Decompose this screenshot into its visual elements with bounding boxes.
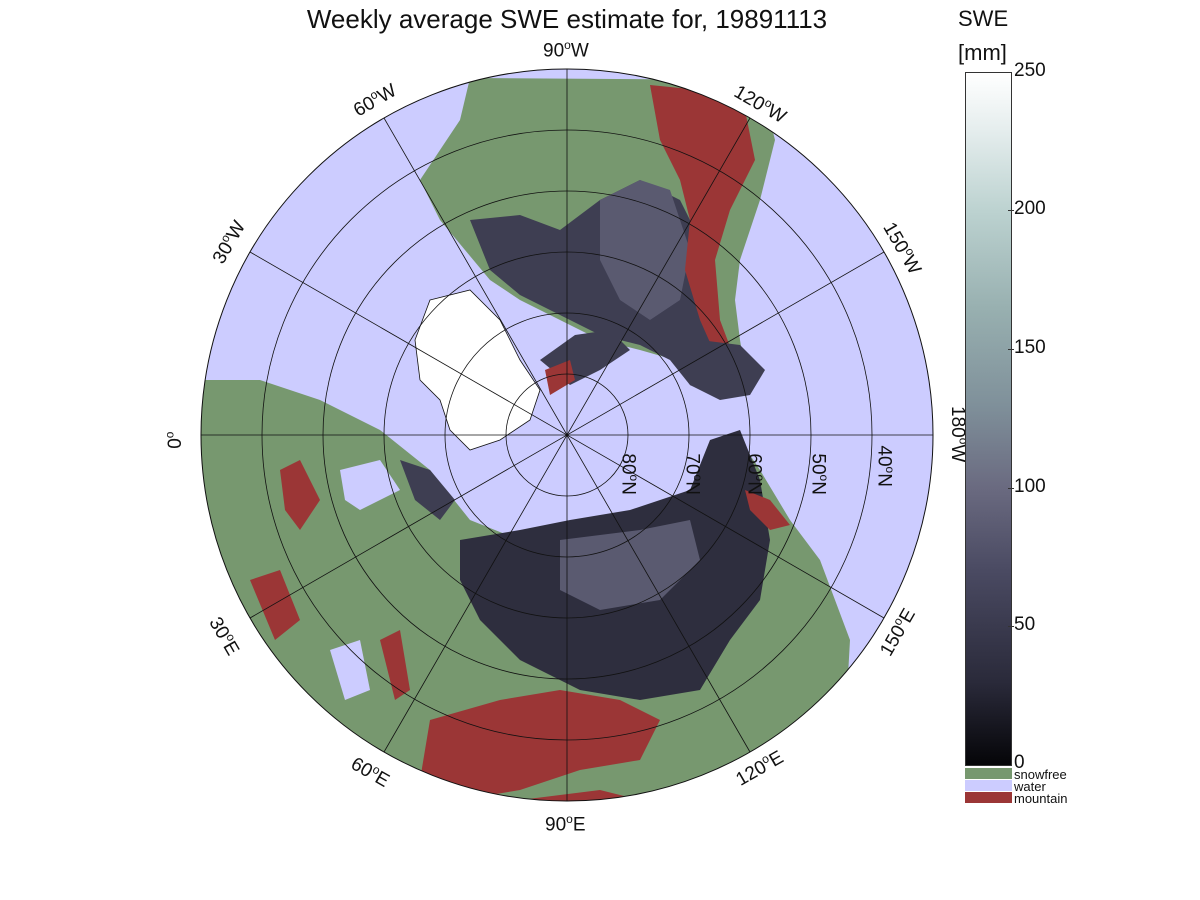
legend-label-water: water [1014, 779, 1046, 794]
label-70n: 70oN [681, 453, 705, 495]
swe-colorbar [965, 72, 1012, 766]
alps-mountain [250, 570, 300, 640]
legend-label-mountain: mountain [1014, 791, 1068, 806]
label-40n: 40oN [873, 445, 897, 487]
central-asia-mountain [420, 690, 660, 800]
greenland-ice [414, 289, 541, 451]
canada-snow-patch [600, 180, 690, 320]
meridian-lines [201, 69, 933, 801]
kamchatka-mountain [745, 490, 790, 530]
colorbar-tickmark [1008, 488, 1014, 489]
colorbar-tick-100: 100 [1014, 476, 1046, 497]
colorbar-tick-0: 0 [1014, 752, 1025, 773]
scandinavia-snow [400, 460, 455, 520]
scandinavia-mountain [280, 460, 320, 530]
label-90w: 90oW [543, 38, 589, 62]
colorbar-tick-50: 50 [1014, 614, 1036, 635]
colorbar-title: SWE [958, 6, 1009, 31]
meridian-150w-30e [249, 251, 885, 619]
caspian-sea [330, 640, 370, 700]
ellesmere-mountain [545, 360, 575, 395]
colorbar-unit: [mm] [958, 40, 1007, 65]
colorbar-tickmark [1008, 210, 1014, 211]
map-border [200, 68, 934, 802]
legend-swatch-water [965, 780, 1012, 791]
colorbar-tick-250: 250 [1014, 60, 1046, 81]
alaska-land [690, 340, 765, 400]
siberia-snow-light [560, 520, 700, 610]
page-title: Weekly average SWE estimate for, 1989111… [306, 4, 828, 34]
colorbar-tickmark [1008, 349, 1014, 350]
label-50n: 50oN [807, 453, 831, 495]
label-90e: 90oE [545, 812, 586, 836]
colorbar-tickmark [1008, 626, 1014, 627]
legend-swatch-mountain [965, 792, 1012, 803]
ural-mountain [380, 630, 410, 700]
legend-label-snowfree: snowfree [1014, 767, 1067, 782]
baltic-sea [340, 460, 400, 510]
label-80n: 80oN [617, 453, 641, 495]
legend-swatch-snowfree [965, 768, 1012, 779]
colorbar-tick-150: 150 [1014, 337, 1046, 358]
colorbar-tick-200: 200 [1014, 198, 1046, 219]
label-0: 0o [162, 431, 186, 449]
label-60n: 60oN [743, 453, 767, 495]
